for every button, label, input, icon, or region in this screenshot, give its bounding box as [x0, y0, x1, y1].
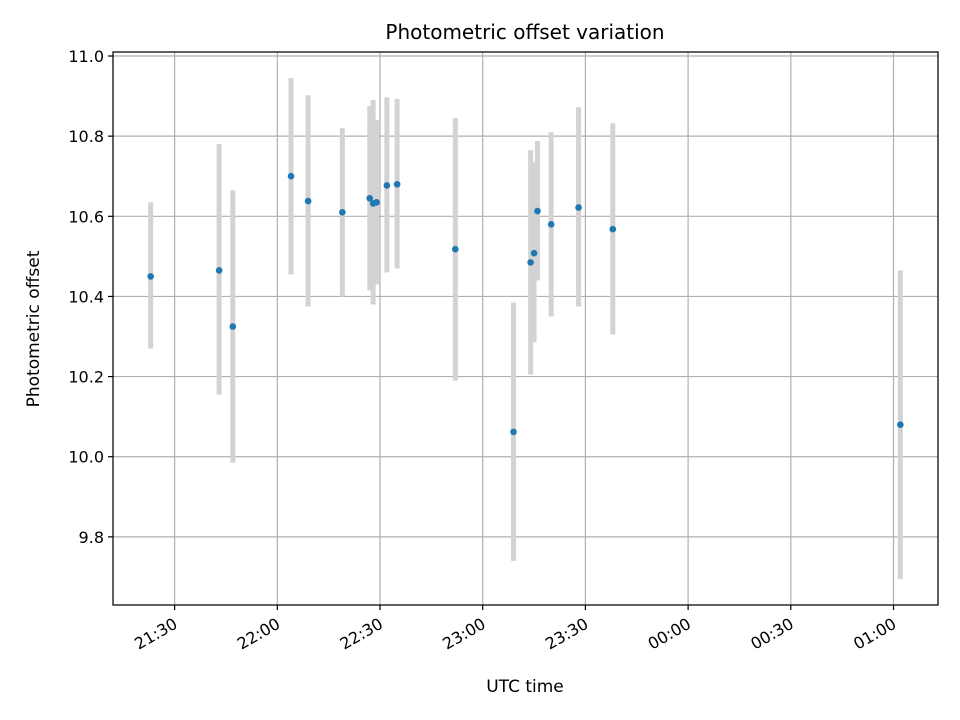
y-tick-label: 9.8	[79, 528, 104, 547]
point-layer	[147, 172, 904, 436]
data-point	[530, 249, 538, 257]
plot-frame	[112, 51, 939, 606]
y-tick-label: 10.2	[68, 368, 104, 387]
y-axis-label: Photometric offset	[24, 250, 44, 407]
chart-title: Photometric offset variation	[385, 20, 664, 44]
data-point	[339, 208, 346, 216]
data-point	[897, 421, 904, 428]
data-point	[393, 180, 401, 188]
data-point	[287, 172, 295, 180]
data-point	[147, 273, 154, 280]
y-tick-label: 11.0	[68, 47, 104, 66]
y-tick-label: 10.0	[68, 448, 104, 467]
data-point	[452, 245, 459, 253]
data-point	[215, 267, 223, 274]
data-point	[575, 204, 582, 211]
data-point	[304, 197, 312, 205]
data-point	[229, 323, 237, 330]
data-point	[609, 225, 617, 233]
y-tick-label: 10.8	[68, 127, 104, 146]
y-tick-label: 10.6	[68, 207, 104, 226]
data-point	[527, 259, 534, 266]
data-point	[383, 182, 391, 189]
data-point	[373, 198, 380, 206]
grid-layer	[113, 52, 938, 605]
data-point	[534, 207, 541, 215]
data-point	[366, 194, 374, 202]
y-tick-label: 10.4	[68, 287, 104, 306]
data-point	[510, 428, 517, 436]
x-axis-label: UTC time	[486, 677, 564, 697]
data-point	[547, 221, 555, 228]
